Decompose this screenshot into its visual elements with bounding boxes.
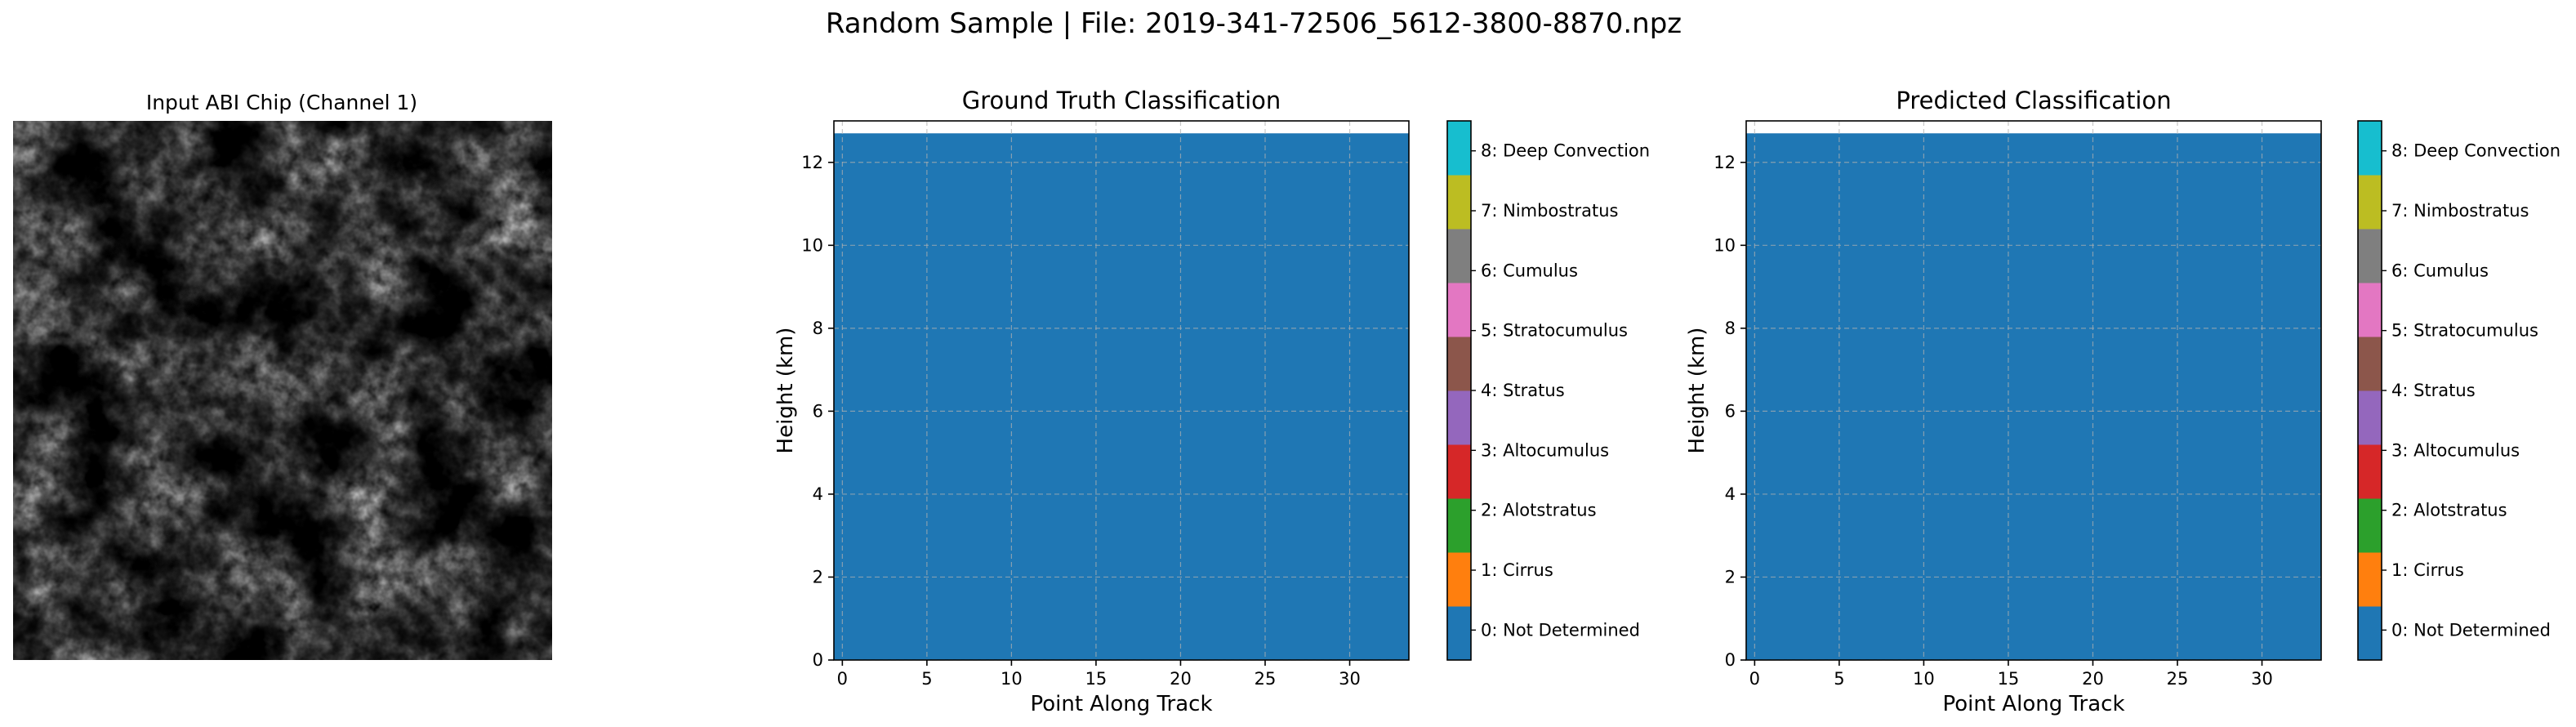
colorbar-segment xyxy=(1447,444,1471,499)
colorbar-segment xyxy=(2358,121,2382,176)
image-panel: Input ABI Chip (Channel 1) xyxy=(13,91,552,660)
predicted-colorbar: 0: Not Determined 1: Cirrus 2: Alotstratus… xyxy=(2357,120,2560,661)
colorbar-label: 0: Not Determined xyxy=(1481,620,1640,640)
colorbar-segment xyxy=(2358,337,2382,391)
colorbar-label: 6: Cumulus xyxy=(2391,261,2489,280)
y-tick-label: 0 xyxy=(1725,650,1736,670)
colorbar-segment xyxy=(1447,498,1471,553)
colorbar-label: 0: Not Determined xyxy=(2391,620,2551,640)
colorbar-segment xyxy=(1447,337,1471,391)
ground-truth-x-ticks: 0 5 10 15 20 25 30 xyxy=(837,660,1361,689)
x-tick-label: 5 xyxy=(921,669,932,689)
y-tick-label: 6 xyxy=(813,401,823,421)
predicted-title: Predicted Classification xyxy=(1896,87,2171,114)
colorbar-label: 6: Cumulus xyxy=(1481,261,1578,280)
classification-field xyxy=(1746,133,2321,660)
colorbar-segment xyxy=(2358,390,2382,445)
colorbar-segment xyxy=(2358,444,2382,499)
colorbar-segment xyxy=(1447,283,1471,337)
x-tick-label: 15 xyxy=(1085,669,1108,689)
y-tick-label: 12 xyxy=(801,153,823,172)
x-tick-label: 20 xyxy=(1170,669,1192,689)
colorbar-segment xyxy=(2358,229,2382,283)
y-tick-label: 0 xyxy=(813,650,823,670)
y-tick-label: 6 xyxy=(1725,401,1736,421)
y-tick-label: 10 xyxy=(801,235,823,255)
colorbar-segment xyxy=(2358,175,2382,230)
colorbar-segment xyxy=(2358,606,2382,661)
image-panel-title: Input ABI Chip (Channel 1) xyxy=(146,91,417,114)
colorbar-label: 3: Altocumulus xyxy=(2391,440,2520,460)
y-tick-label: 4 xyxy=(813,484,823,504)
colorbar-label: 7: Nimbostratus xyxy=(2391,201,2529,221)
colorbar-label: 4: Stratus xyxy=(2391,381,2476,400)
ground-truth-plot-area xyxy=(833,120,1410,661)
colorbar-segment xyxy=(2358,283,2382,337)
colorbar-label: 8: Deep Convection xyxy=(2391,141,2560,161)
y-tick-label: 10 xyxy=(1714,235,1736,255)
colorbar-label: 7: Nimbostratus xyxy=(1481,201,1618,221)
colorbar-label: 3: Altocumulus xyxy=(1481,440,1609,460)
x-tick-label: 30 xyxy=(2251,669,2273,689)
colorbar-label: 1: Cirrus xyxy=(1481,560,1553,580)
colorbar-label: 5: Stratocumulus xyxy=(1481,321,1628,341)
predicted-y-label: Height (km) xyxy=(1685,328,1709,454)
colorbar-label: 5: Stratocumulus xyxy=(2391,321,2538,341)
colorbar-label: 2: Alotstratus xyxy=(2391,501,2507,520)
ground-truth-colorbar: 0: Not Determined 1: Cirrus 2: Alotstratus… xyxy=(1446,120,1650,661)
y-tick-label: 8 xyxy=(1725,319,1736,338)
predicted-x-label: Point Along Track xyxy=(1942,692,2124,716)
ground-truth-y-label: Height (km) xyxy=(773,328,798,454)
colorbar-segment xyxy=(1447,121,1471,176)
figure-suptitle: Random Sample | File: 2019-341-72506_561… xyxy=(826,7,1682,40)
colorbar-label: 2: Alotstratus xyxy=(1481,501,1597,520)
colorbar-segment xyxy=(1447,229,1471,283)
classification-field xyxy=(834,133,1409,660)
predicted-y-ticks: 0 2 4 6 8 10 12 xyxy=(1714,153,1746,670)
ground-truth-y-ticks: 0 2 4 6 8 10 12 xyxy=(801,153,834,670)
y-tick-label: 8 xyxy=(813,319,823,338)
x-tick-label: 10 xyxy=(1913,669,1935,689)
colorbar-label: 1: Cirrus xyxy=(2391,560,2464,580)
colorbar-segment xyxy=(2358,552,2382,607)
colorbar-segment xyxy=(1447,552,1471,607)
x-tick-label: 0 xyxy=(837,669,848,689)
predicted-x-ticks: 0 5 10 15 20 25 30 xyxy=(1749,660,2273,689)
colorbar-label: 4: Stratus xyxy=(1481,381,1565,400)
x-tick-label: 25 xyxy=(2167,669,2189,689)
predicted-axes: Predicted Classification 0 5 10 15 20 25 30 0 2… xyxy=(1685,87,2322,716)
x-tick-label: 15 xyxy=(1998,669,2020,689)
x-tick-label: 5 xyxy=(1834,669,1844,689)
x-tick-label: 10 xyxy=(1001,669,1023,689)
x-tick-label: 20 xyxy=(2082,669,2104,689)
x-tick-label: 25 xyxy=(1255,669,1277,689)
ground-truth-x-label: Point Along Track xyxy=(1030,692,1212,716)
colorbar-segment xyxy=(2358,498,2382,553)
ground-truth-axes: Ground Truth Classification 0 5 10 15 20 25 30… xyxy=(773,87,1410,716)
colorbar-segment xyxy=(1447,606,1471,661)
y-tick-label: 4 xyxy=(1725,484,1736,504)
predicted-plot-area xyxy=(1745,120,2322,661)
y-tick-label: 12 xyxy=(1714,153,1736,172)
x-tick-label: 0 xyxy=(1749,669,1760,689)
ground-truth-title: Ground Truth Classification xyxy=(962,87,1281,114)
y-tick-label: 2 xyxy=(813,567,823,587)
colorbar-segment xyxy=(1447,390,1471,445)
colorbar-label: 8: Deep Convection xyxy=(1481,141,1650,161)
x-tick-label: 30 xyxy=(1339,669,1361,689)
abi-chip-image xyxy=(13,121,552,660)
axes-frame xyxy=(1745,120,2322,661)
colorbar-segment xyxy=(1447,175,1471,230)
axes-frame xyxy=(833,120,1410,661)
y-tick-label: 2 xyxy=(1725,567,1736,587)
